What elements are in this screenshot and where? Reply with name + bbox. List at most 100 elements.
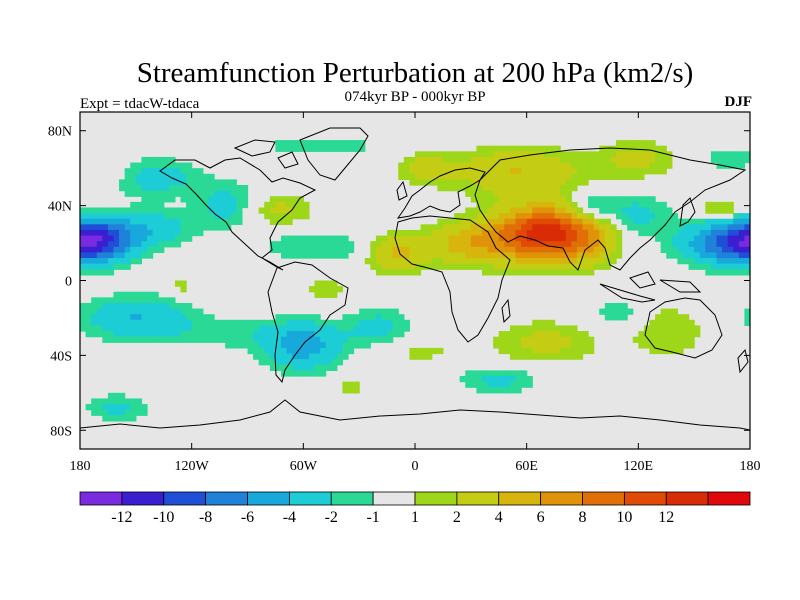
contour-cell — [576, 173, 584, 180]
contour-cell — [537, 246, 545, 254]
contour-cell — [470, 207, 478, 214]
contour-cell — [643, 156, 651, 164]
contour-cell — [660, 314, 667, 321]
contour-cell — [537, 336, 545, 343]
contour-cell — [482, 190, 489, 197]
contour-cell — [130, 246, 137, 254]
contour-cell — [537, 185, 545, 192]
contour-cell — [208, 185, 215, 192]
contour-cell — [588, 196, 595, 203]
x-tick-label: 180 — [70, 459, 91, 474]
contour-cell — [521, 342, 528, 349]
contour-cell — [515, 218, 522, 225]
contour-cell — [576, 246, 584, 254]
contour-cell — [214, 224, 221, 231]
contour-cell — [426, 246, 433, 254]
contour-cell — [610, 173, 617, 180]
contour-cell — [258, 331, 265, 338]
contour-cell — [537, 218, 545, 225]
contour-cell — [677, 246, 684, 254]
contour-cell — [437, 246, 444, 254]
contour-cell — [230, 319, 237, 327]
contour-cell — [716, 252, 723, 259]
contour-cell — [91, 409, 98, 416]
contour-cell — [158, 302, 165, 310]
contour-cell — [576, 347, 584, 355]
contour-cell — [537, 269, 545, 276]
contour-cell — [130, 325, 137, 332]
contour-cell — [107, 319, 115, 327]
contour-cell — [158, 229, 165, 237]
contour-cell — [141, 201, 148, 209]
contour-cell — [465, 370, 472, 377]
contour-cell — [521, 213, 528, 220]
contour-cell — [191, 336, 198, 343]
contour-cell — [476, 151, 483, 158]
contour-cell — [124, 229, 131, 237]
contour-cell — [493, 185, 500, 192]
contour-cell — [403, 156, 411, 164]
contour-cell — [621, 151, 628, 158]
contour-cell — [191, 325, 198, 332]
contour-cell — [744, 252, 750, 259]
contour-cell — [286, 207, 293, 214]
contour-cell — [158, 308, 165, 315]
contour-cell — [666, 314, 673, 321]
contour-cell — [509, 325, 517, 332]
contour-cell — [163, 308, 170, 315]
contour-cell — [487, 370, 494, 377]
contour-cell — [498, 387, 505, 394]
contour-cell — [141, 404, 148, 411]
contour-cell — [147, 207, 154, 214]
contour-cell — [498, 224, 505, 231]
contour-cell — [141, 235, 148, 242]
contour-cell — [420, 258, 427, 265]
contour-cell — [163, 314, 170, 321]
contour-cell — [359, 140, 366, 147]
contour-cell — [409, 229, 416, 237]
x-tick-label: 60W — [290, 459, 318, 474]
contour-cell — [348, 336, 355, 343]
contour-cell — [560, 331, 567, 338]
contour-cell — [102, 229, 109, 237]
contour-cell — [487, 185, 494, 192]
contour-cell — [281, 342, 288, 349]
contour-cell — [331, 353, 338, 360]
contour-cell — [722, 252, 729, 259]
contour-cell — [537, 342, 545, 349]
contour-cell — [509, 263, 517, 270]
contour-cell — [342, 252, 349, 259]
contour-cell — [169, 235, 176, 242]
contour-cell — [621, 173, 628, 180]
contour-cell — [733, 269, 740, 276]
contour-cell — [269, 241, 277, 248]
contour-cell — [694, 325, 701, 332]
contour-cell — [152, 235, 159, 242]
contour-cell — [147, 302, 154, 310]
contour-cell — [727, 207, 734, 214]
contour-cell — [683, 319, 690, 327]
contour-cell — [331, 246, 338, 254]
contour-cell — [102, 415, 109, 422]
contour-cell — [482, 375, 489, 383]
contour-cell — [403, 325, 411, 332]
contour-cell — [264, 336, 271, 343]
contour-cell — [392, 325, 399, 332]
contour-cell — [493, 224, 500, 231]
contour-cell — [241, 319, 249, 327]
contour-cell — [241, 325, 249, 332]
contour-cell — [191, 218, 198, 225]
contour-cell — [331, 140, 338, 147]
contour-cell — [470, 185, 478, 192]
contour-cell — [158, 218, 165, 225]
contour-cell — [392, 314, 399, 321]
contour-cell — [738, 218, 746, 225]
contour-cell — [560, 201, 567, 209]
contour-cell — [387, 246, 394, 254]
contour-cell — [375, 258, 383, 265]
contour-cell — [582, 151, 589, 158]
contour-cell — [230, 325, 237, 332]
contour-cell — [102, 241, 109, 248]
contour-cell — [130, 229, 137, 237]
contour-cell — [738, 229, 746, 237]
